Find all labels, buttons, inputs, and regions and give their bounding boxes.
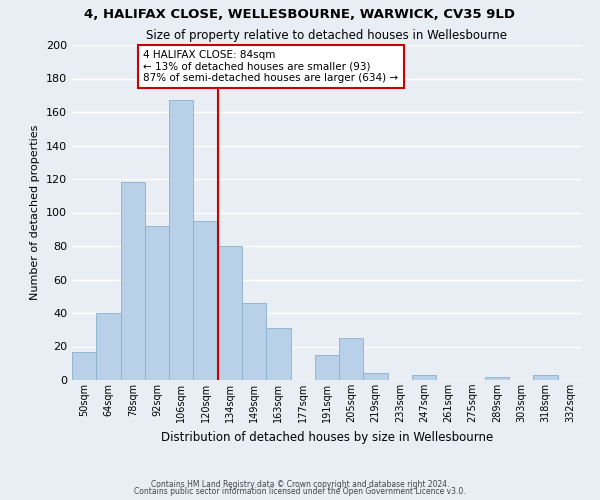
Bar	[339, 338, 364, 380]
Title: Size of property relative to detached houses in Wellesbourne: Size of property relative to detached ho…	[146, 30, 508, 43]
Bar	[266, 328, 290, 380]
Text: Contains HM Land Registry data © Crown copyright and database right 2024.: Contains HM Land Registry data © Crown c…	[151, 480, 449, 489]
Bar	[72, 352, 96, 380]
Bar	[96, 313, 121, 380]
Bar	[169, 100, 193, 380]
X-axis label: Distribution of detached houses by size in Wellesbourne: Distribution of detached houses by size …	[161, 430, 493, 444]
Bar	[533, 375, 558, 380]
Bar	[315, 355, 339, 380]
Bar	[242, 303, 266, 380]
Text: Contains public sector information licensed under the Open Government Licence v3: Contains public sector information licen…	[134, 487, 466, 496]
Bar	[121, 182, 145, 380]
Bar	[145, 226, 169, 380]
Y-axis label: Number of detached properties: Number of detached properties	[31, 125, 40, 300]
Bar	[485, 376, 509, 380]
Bar	[364, 374, 388, 380]
Text: 4, HALIFAX CLOSE, WELLESBOURNE, WARWICK, CV35 9LD: 4, HALIFAX CLOSE, WELLESBOURNE, WARWICK,…	[85, 8, 515, 20]
Bar	[412, 375, 436, 380]
Bar	[193, 221, 218, 380]
Bar	[218, 246, 242, 380]
Text: 4 HALIFAX CLOSE: 84sqm
← 13% of detached houses are smaller (93)
87% of semi-det: 4 HALIFAX CLOSE: 84sqm ← 13% of detached…	[143, 50, 398, 83]
